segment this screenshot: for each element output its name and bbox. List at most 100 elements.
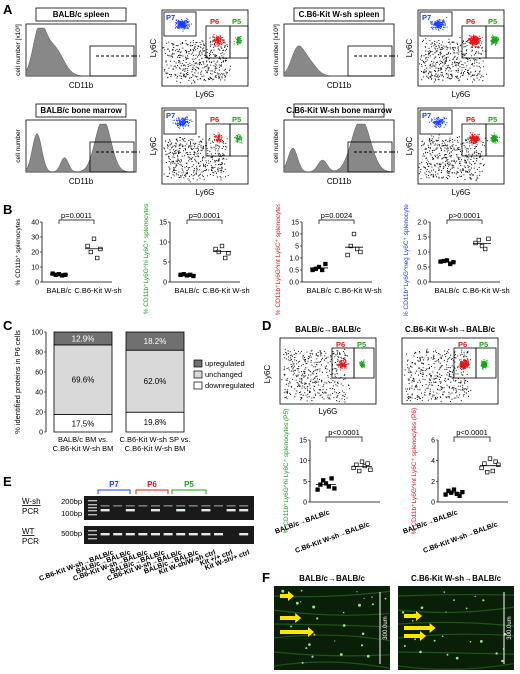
dot-black [165, 162, 167, 163]
dot-black [452, 141, 454, 143]
dot-blue [179, 21, 181, 23]
dot-black [446, 369, 448, 370]
dot-green [491, 140, 493, 142]
dot-black [322, 357, 323, 359]
dot-black [225, 158, 227, 160]
dot-red [462, 361, 464, 363]
dot-black [410, 374, 412, 376]
dot-black [422, 376, 424, 378]
dot-black [476, 151, 478, 153]
dot-green [492, 43, 493, 45]
dot-black [445, 157, 447, 159]
dot-black [311, 364, 313, 366]
dot-black [214, 69, 216, 71]
dot-red [339, 364, 341, 366]
dot-black [427, 359, 429, 361]
dot-black [226, 146, 228, 148]
dot-blue [430, 22, 432, 24]
dot-blue [440, 19, 442, 21]
dot-green [492, 39, 494, 40]
dot-black [457, 385, 459, 387]
dot-black [189, 77, 191, 79]
dot-black [165, 154, 167, 156]
dot-black [285, 383, 287, 385]
dot-black [459, 354, 461, 356]
dot-black [292, 370, 294, 372]
dot-black [203, 165, 205, 167]
dot-black [286, 391, 288, 393]
dot-black [297, 369, 299, 371]
dot-black [288, 367, 290, 369]
dot-black [451, 164, 453, 166]
dot-black [440, 69, 441, 71]
dot-blue [189, 119, 191, 121]
dot-red [479, 39, 481, 41]
dot-black [318, 392, 320, 394]
dot-black [209, 52, 211, 54]
dot-black [447, 175, 449, 176]
dot-black [201, 159, 203, 161]
dot-black [326, 368, 328, 370]
dot-black [224, 41, 226, 43]
data-point [316, 264, 322, 270]
dot-black [168, 157, 170, 159]
dot-black [327, 376, 329, 378]
dot-black [453, 52, 455, 54]
dot-red [216, 135, 217, 137]
dot-blue [177, 20, 179, 22]
dot-black [456, 42, 458, 44]
dot-black [208, 169, 210, 171]
dot-black [443, 145, 445, 146]
dot-black [318, 384, 320, 386]
dot-green [233, 43, 235, 45]
dot-red [348, 363, 349, 365]
dot-red [472, 136, 474, 138]
dot-black [219, 58, 221, 60]
dot-black [203, 156, 204, 158]
dot-red [474, 41, 476, 43]
dot-black [451, 41, 453, 43]
dot-black [284, 357, 286, 359]
dot-blue [182, 27, 184, 28]
dot-blue [180, 23, 182, 25]
dot-black [206, 175, 208, 177]
dot-blue [178, 126, 180, 128]
dotplot-ylabel: Ly6C [263, 365, 272, 384]
dot-black [452, 41, 454, 43]
dotplot-ylabel: Ly6C [405, 39, 414, 58]
dot-black [439, 373, 441, 375]
dot-blue [446, 122, 448, 124]
dot-black [195, 148, 197, 150]
dot-black [451, 145, 453, 147]
dot-black [464, 46, 466, 48]
dot-black [464, 381, 465, 383]
dot-black [455, 65, 457, 67]
dot-green [495, 136, 497, 138]
dot-black [221, 47, 223, 49]
dot-blue [439, 123, 441, 125]
dot-black [292, 361, 294, 363]
dot-green [491, 36, 492, 38]
dot-green [497, 40, 498, 42]
dot-black [415, 386, 417, 388]
dot-black [211, 170, 212, 171]
dot-black [203, 75, 205, 77]
dot-black [186, 50, 188, 52]
dot-black [211, 52, 213, 53]
dot-black [315, 361, 317, 363]
dot-black [437, 173, 439, 175]
dot-black [408, 367, 410, 369]
dot-green [491, 136, 493, 138]
dot-black [298, 384, 300, 386]
dot-black [319, 370, 321, 372]
dot-black [198, 149, 200, 151]
dot-black [447, 171, 449, 173]
dot-black [412, 379, 413, 381]
dot-black [209, 45, 211, 47]
dot-black [332, 385, 334, 387]
dot-black [197, 45, 199, 47]
dot-black [450, 78, 451, 80]
dot-black [441, 72, 443, 74]
dot-black [413, 379, 415, 381]
